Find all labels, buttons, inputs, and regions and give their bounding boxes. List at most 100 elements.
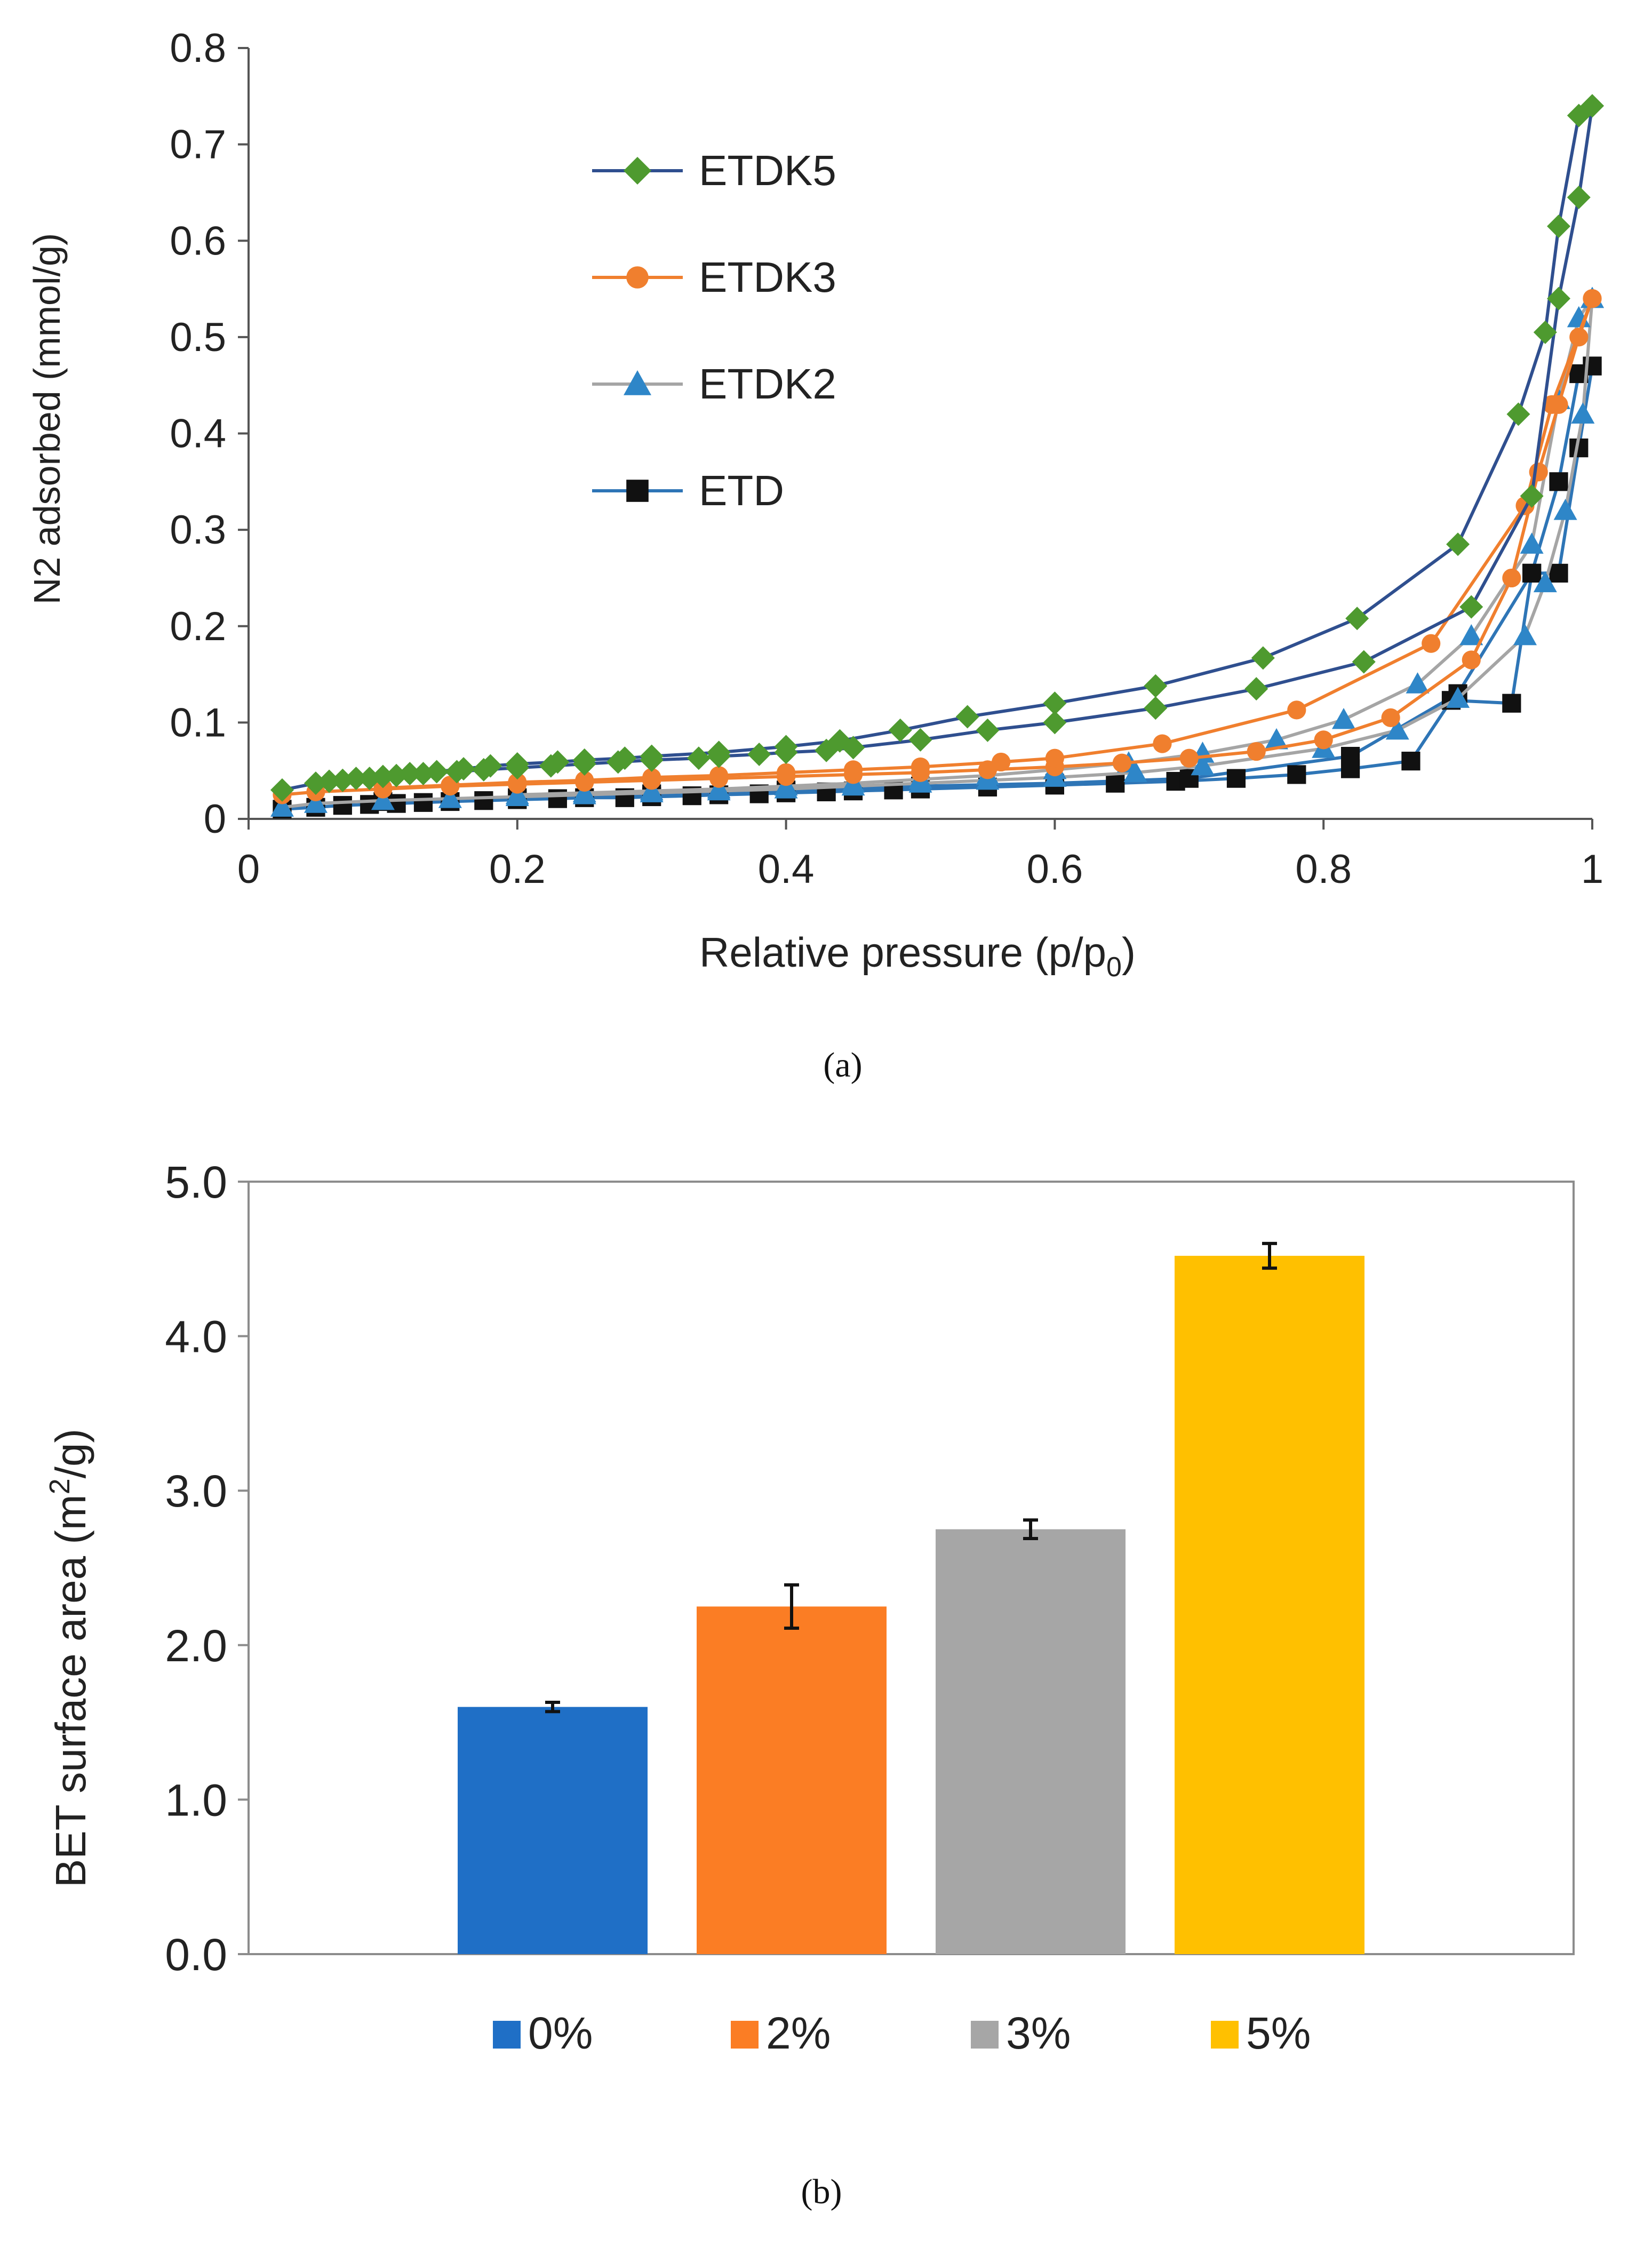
data-point <box>1547 214 1571 238</box>
data-point <box>1043 711 1067 735</box>
data-point <box>1446 687 1470 708</box>
bet-y-tick-label: 2.0 <box>165 1621 227 1671</box>
data-point <box>398 762 422 786</box>
data-point <box>1331 707 1355 729</box>
data-point <box>1340 746 1360 766</box>
data-point <box>1533 320 1557 344</box>
bet-y-axis-label: BET surface area (m2/g) <box>44 1429 94 1887</box>
data-point <box>333 796 352 815</box>
isotherm-y-tick-label: 0.6 <box>170 218 226 264</box>
data-point <box>642 768 661 787</box>
data-point <box>270 795 294 817</box>
data-point <box>270 778 294 802</box>
isotherm-caption: (a) <box>823 1046 862 1085</box>
isotherm-chart: 00.10.20.30.40.50.60.70.80 0.2 0.4 0.6 0.8 1 … <box>26 26 1604 1085</box>
bet-y-tick-label: 0.0 <box>165 1930 227 1980</box>
data-point <box>1179 748 1199 768</box>
data-point <box>572 781 596 802</box>
data-point <box>1247 742 1266 761</box>
legend-label: 0% <box>528 2008 593 2058</box>
data-point <box>1506 402 1530 426</box>
isotherm-y-tick-label: 0.1 <box>170 700 226 745</box>
legend-label: ETDK5 <box>699 147 836 194</box>
data-point <box>1520 484 1544 508</box>
data-point <box>908 728 932 752</box>
data-point <box>1045 748 1064 768</box>
isotherm-y-tick-label: 0 <box>204 796 226 842</box>
isotherm-x-tick-label: 0.8 <box>1295 847 1352 892</box>
data-point <box>1569 328 1589 347</box>
data-point <box>687 746 711 770</box>
isotherm-x-tick-label: 1 <box>1581 847 1603 892</box>
isotherm-x-axis-label: Relative pressure (p/p0) <box>699 929 1136 983</box>
series-line-adsorption <box>282 298 1594 796</box>
data-point <box>1462 650 1481 670</box>
legend-item-2: 2% <box>731 2008 831 2058</box>
legend-marker <box>624 157 651 185</box>
bet-legend: 0% 2% 3% 5% <box>493 2008 1311 2058</box>
legend-label: 5% <box>1246 2008 1311 2058</box>
isotherm-axes: 0 0.1 0.2 0.3 0.4 0.5 0.6 0.7 0.8 0 0.2 0.4 0.6 0.8 1 <box>170 26 1603 892</box>
data-point <box>1153 734 1172 753</box>
data-point <box>955 705 979 729</box>
series-etdk3 <box>273 289 1602 804</box>
data-point <box>304 792 328 813</box>
data-point <box>1385 718 1409 740</box>
data-point <box>1401 752 1420 771</box>
data-point <box>1583 289 1602 308</box>
data-point <box>572 748 596 772</box>
data-point <box>1381 708 1400 727</box>
data-point <box>707 740 731 764</box>
data-point <box>888 718 912 742</box>
data-point <box>1533 571 1557 593</box>
bet-y-tick-label: 4.0 <box>165 1312 227 1362</box>
bet-y-tick-label: 5.0 <box>165 1157 227 1207</box>
data-point <box>478 754 502 778</box>
legend-swatch <box>1211 2021 1239 2049</box>
bet-caption: (b) <box>801 2172 842 2211</box>
data-point <box>1567 185 1591 209</box>
data-point <box>1287 700 1306 720</box>
data-point <box>843 760 863 779</box>
legend-item-3: 3% <box>971 2008 1071 2058</box>
series-line-adsorption <box>282 365 1594 811</box>
data-point <box>505 752 529 776</box>
data-point <box>774 735 798 759</box>
data-point <box>438 787 462 808</box>
legend-item-etdk3: ETDK3 <box>592 253 836 301</box>
data-point <box>344 767 368 791</box>
data-point <box>1352 650 1376 674</box>
bar <box>458 1707 648 1954</box>
isotherm-x-tick-label: 0 <box>237 847 260 892</box>
legend-swatch <box>731 2021 759 2049</box>
data-point <box>911 757 930 777</box>
legend-item-0: 0% <box>493 2008 593 2058</box>
series-line-desorption <box>329 104 1593 783</box>
data-point <box>1345 607 1369 631</box>
isotherm-y-tick-label: 0.7 <box>170 122 226 168</box>
data-point <box>317 769 341 793</box>
series-line-adsorption <box>282 105 1594 792</box>
series-etd <box>273 356 1602 819</box>
bar <box>936 1529 1126 1954</box>
bar <box>697 1606 887 1954</box>
legend-marker <box>626 266 649 289</box>
bet-y-tick-label: 3.0 <box>165 1466 227 1516</box>
data-point <box>1502 694 1521 713</box>
isotherm-y-tick-label: 0.3 <box>170 507 226 553</box>
data-point <box>546 750 570 774</box>
bar-group-2 <box>697 1583 887 1954</box>
isotherm-x-tick-label: 0.4 <box>758 847 815 892</box>
data-point <box>1191 754 1215 776</box>
data-point <box>575 771 594 790</box>
data-point <box>828 729 852 753</box>
data-point <box>1406 672 1430 694</box>
data-point <box>1422 634 1441 653</box>
data-point <box>747 742 771 766</box>
data-point <box>371 764 395 788</box>
data-point <box>1571 402 1595 424</box>
isotherm-y-tick-label: 0.2 <box>170 604 226 649</box>
legend-marker <box>626 480 649 502</box>
data-point <box>992 752 1011 772</box>
data-point <box>709 766 729 785</box>
